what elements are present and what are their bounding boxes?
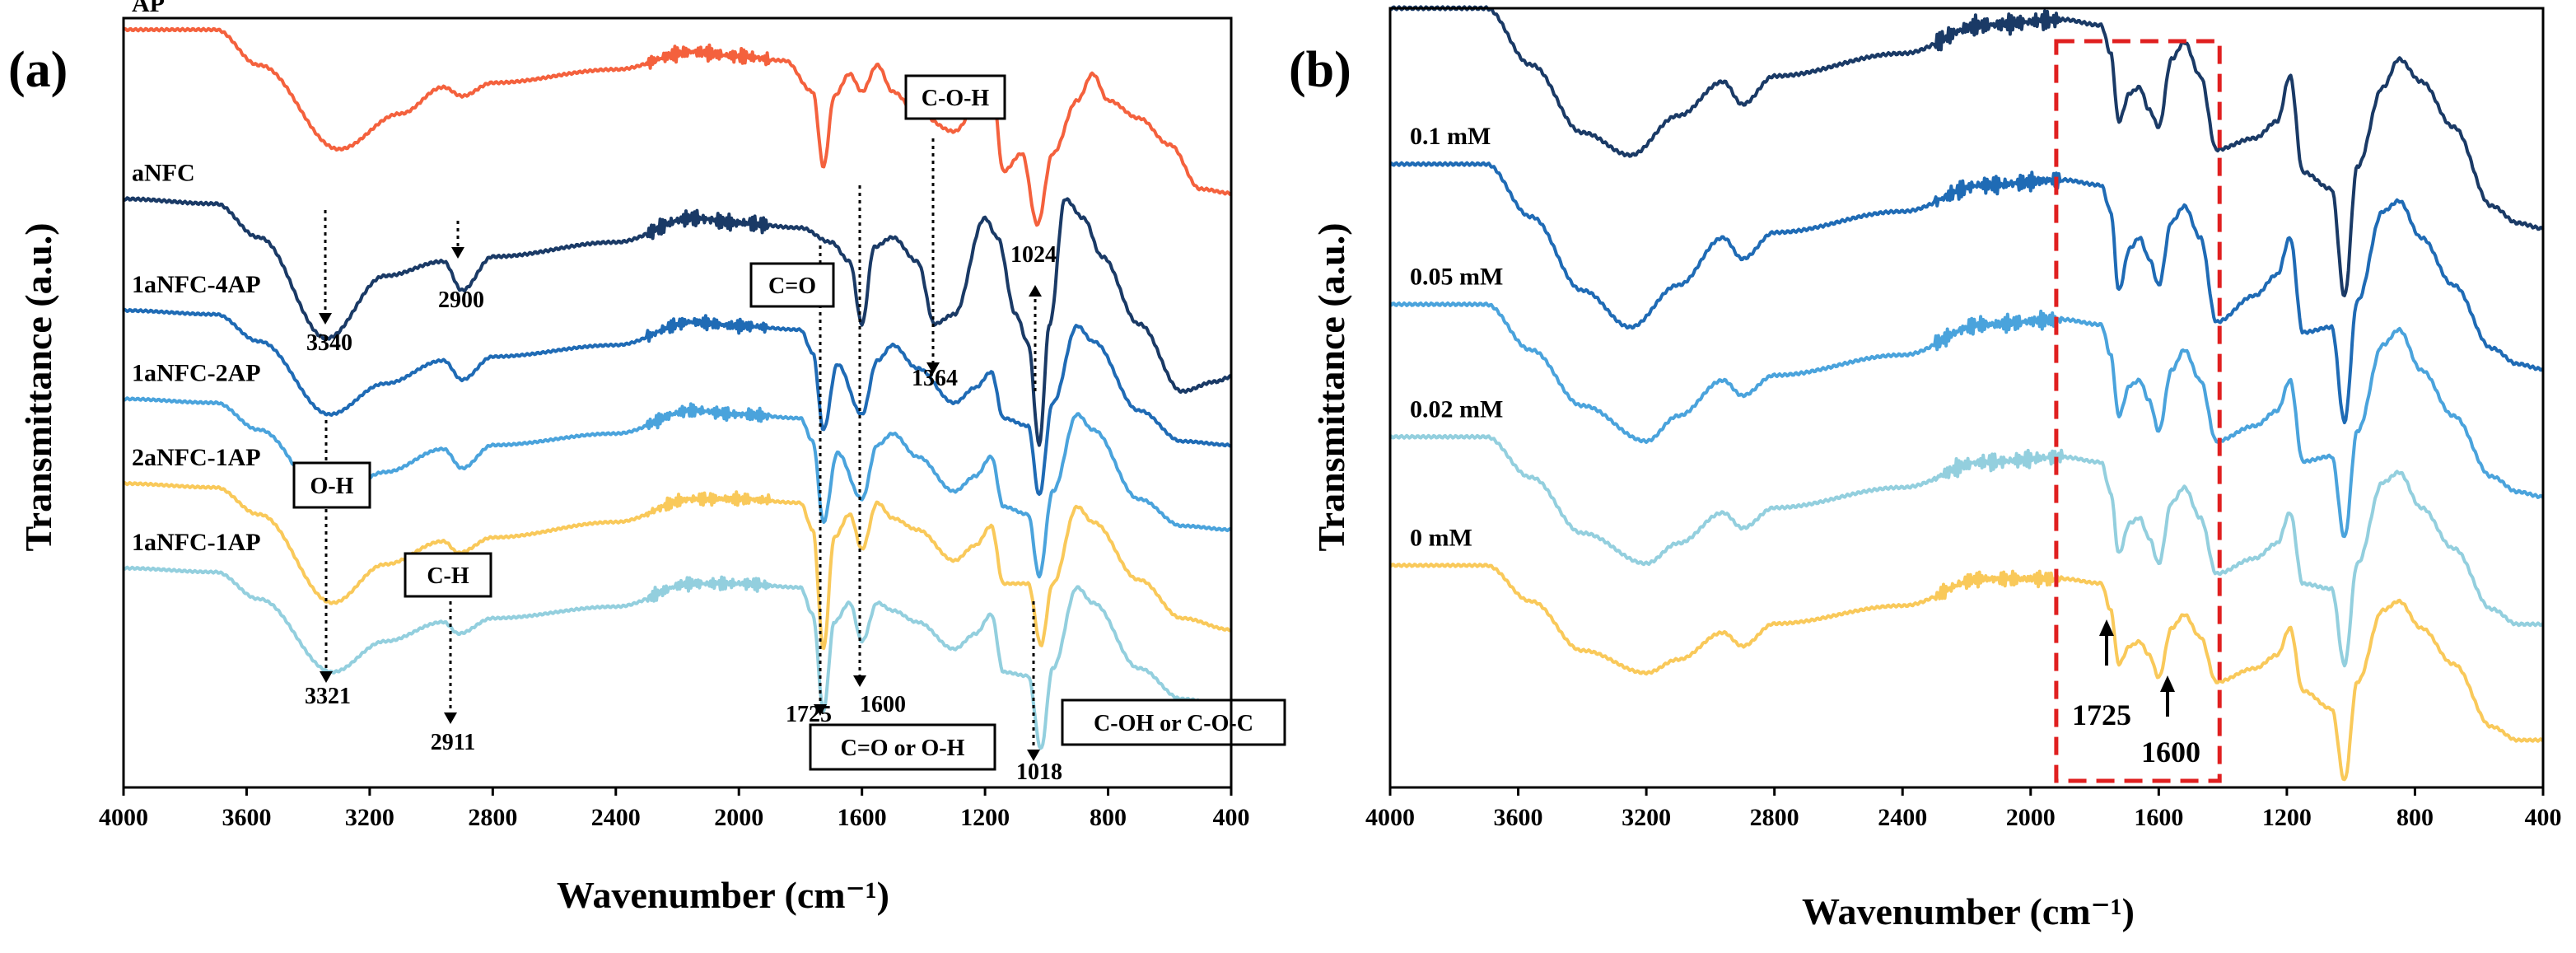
highlight-region-box: [2054, 39, 2222, 783]
panel-b-x-axis-title: Wavenumber (cm⁻¹): [1802, 890, 2135, 932]
band-label-o-h: O-H: [310, 474, 354, 499]
peak-label-2900: 2900: [438, 287, 484, 313]
x-tick-label: 1200: [960, 804, 1010, 831]
peak-label-1018: 1018: [1016, 759, 1062, 785]
series-label: 0.02 mM: [1410, 395, 1503, 423]
x-tick-label: 400: [1213, 804, 1250, 831]
band-label-c-o-h: C-O-H: [922, 86, 990, 111]
series-line-0-02-mm: [1389, 433, 2545, 668]
peak-label-2911: 2911: [431, 730, 475, 755]
series-line-0-2-mm: [1389, 5, 2545, 297]
x-tick-label: 1600: [838, 804, 887, 831]
panel-b-curves: [1389, 5, 2545, 782]
x-tick-label: 2800: [1750, 804, 1799, 831]
series-label: 0.1 mM: [1410, 123, 1491, 150]
panel-a-label: (a): [8, 42, 68, 98]
series-label: AP: [132, 0, 165, 17]
panel-a-series-labels: AP aNFC 1aNFC-4AP 1aNFC-2AP 2aNFC-1AP 1aNFC-1…: [132, 0, 261, 556]
series-label: 1aNFC-2AP: [132, 359, 261, 386]
series-line-0-mm: [1389, 563, 2545, 782]
panel-a-x-ticks: 4000 3600 3200 2800 2400 2000 1600 1200 800 400: [99, 787, 1250, 831]
series-line-ap: [122, 26, 1232, 227]
series-line-1anfc-1ap: [123, 565, 1233, 750]
x-tick-label: 4000: [1365, 804, 1415, 831]
panel-b-frame: [1388, 7, 2545, 789]
x-tick-label: 3600: [222, 804, 271, 831]
series-label: 1aNFC-4AP: [132, 271, 261, 298]
panel-a-annotations: C-O-H C=O O-H C-H C=O or O-H C-OH or C-O…: [292, 74, 1286, 785]
panel-b-annotations: 1725 1600: [2072, 619, 2200, 768]
peak-label-3321: 3321: [305, 684, 351, 709]
band-label-c-eq-o-or-o-h: C=O or O-H: [841, 736, 965, 761]
x-tick-label: 400: [2525, 804, 2562, 831]
peak-label-3340: 3340: [306, 330, 352, 356]
b-peak-label-1600: 1600: [2141, 736, 2200, 768]
x-tick-label: 2800: [468, 804, 517, 831]
x-tick-label: 3200: [1622, 804, 1671, 831]
panel-a-x-axis-title: Wavenumber (cm⁻¹): [557, 874, 889, 916]
x-tick-label: 800: [1090, 804, 1127, 831]
x-tick-label: 3200: [345, 804, 394, 831]
x-tick-label: 3600: [1494, 804, 1543, 831]
band-label-c-h: C-H: [427, 563, 469, 589]
x-tick-label: 1200: [2262, 804, 2312, 831]
panel-a-frame: [122, 16, 1233, 789]
series-label: 2aNFC-1AP: [132, 444, 261, 471]
x-tick-label: 2400: [591, 804, 641, 831]
peak-label-1725: 1725: [786, 702, 832, 727]
b-peak-label-1725: 1725: [2072, 698, 2131, 731]
panel-a: (a) Transmittance (a.u.) Wavenumber (cm⁻…: [8, 0, 1286, 916]
series-label: aNFC: [132, 159, 195, 186]
panel-b-series-labels: 0.2 mM0.1 mM0.05 mM0.02 mM0 mM: [1410, 123, 1503, 551]
series-label: 1aNFC-1AP: [132, 529, 261, 556]
panel-b-label: (b): [1289, 42, 1351, 98]
panel-a-curves: [122, 26, 1233, 750]
x-tick-label: 800: [2396, 804, 2434, 831]
series-label: 0.05 mM: [1410, 263, 1503, 290]
series-line-2anfc-1ap: [123, 481, 1233, 651]
x-tick-label: 2000: [2006, 804, 2056, 831]
peak-label-1024: 1024: [1010, 242, 1057, 268]
panel-b: (b) Transmittance (a.u.) Wavenumber (cm⁻…: [1289, 5, 2562, 932]
panel-a-y-axis-title: Transmittance (a.u.): [17, 222, 59, 551]
series-line-0-05-mm: [1389, 301, 2545, 539]
series-line-0-1-mm: [1389, 161, 2545, 425]
panel-b-y-axis-title: Transmittance (a.u.): [1310, 222, 1352, 551]
band-label-c-eq-o: C=O: [768, 273, 816, 299]
peak-label-1600: 1600: [860, 692, 906, 717]
x-tick-label: 1600: [2134, 804, 2183, 831]
series-line-anfc: [122, 196, 1233, 447]
series-label: 0 mM: [1410, 524, 1472, 551]
series-line-1anfc-4ap: [122, 307, 1233, 496]
x-tick-label: 2000: [714, 804, 763, 831]
band-label-c-oh-or-c-o-c: C-OH or C-O-C: [1094, 711, 1253, 736]
panel-b-x-ticks: 4000 3600 3200 2800 2400 2000 1600 1200 800 400: [1365, 787, 2562, 831]
peak-label-1364: 1364: [912, 366, 958, 391]
x-tick-label: 2400: [1878, 804, 1927, 831]
x-tick-label: 4000: [99, 804, 148, 831]
